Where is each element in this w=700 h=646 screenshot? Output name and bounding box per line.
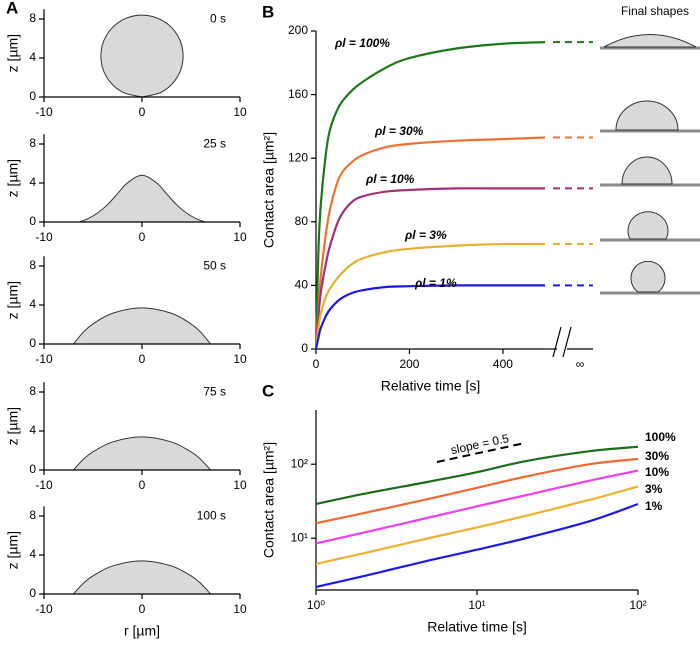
y-tick-label: 4 — [29, 423, 36, 437]
series-label: ρl = 30% — [374, 124, 424, 138]
y-tick-label: 8 — [29, 258, 36, 272]
y-axis-label: Contact area [µm²] — [261, 132, 277, 248]
x-tick-label: -10 — [35, 352, 53, 366]
y-tick-label: 0 — [29, 214, 36, 228]
panel-label: B — [262, 2, 274, 21]
x-tick-label: 10⁰ — [307, 598, 325, 612]
y-tick-label: 4 — [29, 175, 36, 189]
x-tick-label: 0 — [139, 602, 146, 616]
time-label: 0 s — [210, 11, 226, 25]
x-axis-label: Relative time [s] — [427, 619, 527, 635]
slope-guide — [436, 442, 526, 463]
panel-label: A — [6, 0, 18, 18]
y-tick-label: 160 — [288, 87, 308, 101]
time-label: 75 s — [203, 384, 226, 398]
legend-label: 100% — [645, 430, 676, 444]
x-tick-label: -10 — [35, 602, 53, 616]
y-axis-label: z [µm] — [5, 34, 21, 72]
final-shape — [627, 211, 669, 240]
time-label: 100 s — [197, 508, 226, 522]
x-tick-label: 10 — [233, 478, 247, 492]
axis-break — [562, 326, 572, 358]
legend-label: 1% — [645, 499, 663, 513]
series-line — [314, 136, 546, 350]
y-tick-label: 8 — [29, 136, 36, 150]
side-title: Final shapes — [621, 4, 689, 18]
series-line — [314, 284, 545, 350]
y-tick-label: 4 — [29, 50, 36, 64]
time-label: 50 s — [203, 258, 226, 272]
series-line — [315, 469, 639, 545]
x-tick-label: 200 — [399, 357, 419, 371]
y-tick-label: 120 — [288, 150, 308, 164]
droplet-profile — [100, 14, 184, 98]
x-tick-label: 0 — [139, 478, 146, 492]
x-tick-label: 0 — [139, 230, 146, 244]
series-line — [314, 41, 546, 350]
x-tick-label: 400 — [493, 357, 513, 371]
x-tick-label: 0 — [139, 105, 146, 119]
final-shape — [615, 100, 679, 131]
series-line — [314, 242, 546, 350]
series-line — [315, 502, 639, 589]
x-tick-label: 0 — [139, 352, 146, 366]
y-tick-label: 0 — [29, 89, 36, 103]
y-tick-label: 4 — [29, 297, 36, 311]
x-axis-label: Relative time [s] — [381, 378, 481, 394]
y-axis-label: z [µm] — [5, 531, 21, 569]
x-tick-label: -10 — [35, 105, 53, 119]
y-tick-label: 0 — [29, 462, 36, 476]
y-axis-label: Contact area [µm²] — [261, 442, 277, 558]
legend-label: 30% — [645, 449, 669, 463]
x-tick-label: 10¹ — [468, 598, 485, 612]
y-tick-label: 10¹ — [291, 530, 308, 544]
x-axis-label: r [µm] — [124, 623, 160, 639]
y-axis-label: z [µm] — [5, 407, 21, 445]
time-label: 25 s — [203, 136, 226, 150]
series-label: ρl = 1% — [414, 276, 457, 290]
y-axis-label: z [µm] — [5, 159, 21, 197]
y-tick-label: 0 — [29, 336, 36, 350]
x-tick-label: 10 — [233, 105, 247, 119]
series-line — [314, 187, 545, 350]
droplet-profile — [72, 436, 212, 471]
series-label: ρl = 3% — [404, 228, 447, 242]
axis-break — [552, 326, 562, 358]
y-tick-label: 200 — [288, 23, 308, 37]
final-shape — [621, 156, 673, 185]
break-label: ∞ — [576, 357, 585, 371]
series-line — [315, 485, 639, 566]
droplet-profile — [72, 307, 212, 345]
y-tick-label: 0 — [301, 341, 308, 355]
series-label: ρl = 10% — [365, 172, 415, 186]
final-shape — [630, 260, 666, 293]
y-tick-label: 80 — [295, 214, 309, 228]
droplet-profile — [72, 560, 212, 595]
legend-label: 3% — [645, 482, 663, 496]
x-tick-label: 10 — [233, 602, 247, 616]
x-tick-label: -10 — [35, 478, 53, 492]
series-line — [315, 457, 639, 525]
series-label: ρl = 100% — [334, 36, 390, 50]
x-tick-label: 10 — [233, 352, 247, 366]
y-tick-label: 8 — [29, 11, 36, 25]
y-tick-label: 0 — [29, 586, 36, 600]
y-axis-label: z [µm] — [5, 281, 21, 319]
x-tick-label: 10 — [233, 230, 247, 244]
y-tick-label: 40 — [295, 278, 309, 292]
y-tick-label: 10² — [291, 456, 308, 470]
legend-label: 10% — [645, 465, 669, 479]
y-tick-label: 8 — [29, 508, 36, 522]
x-tick-label: -10 — [35, 230, 53, 244]
x-tick-label: 0 — [313, 357, 320, 371]
y-tick-label: 4 — [29, 547, 36, 561]
series-line — [315, 445, 639, 506]
x-tick-label: 10² — [629, 598, 646, 612]
final-shape — [603, 34, 697, 48]
droplet-profile — [79, 174, 205, 223]
y-tick-label: 8 — [29, 384, 36, 398]
panel-label: C — [262, 381, 274, 400]
final-shapes — [600, 34, 700, 295]
